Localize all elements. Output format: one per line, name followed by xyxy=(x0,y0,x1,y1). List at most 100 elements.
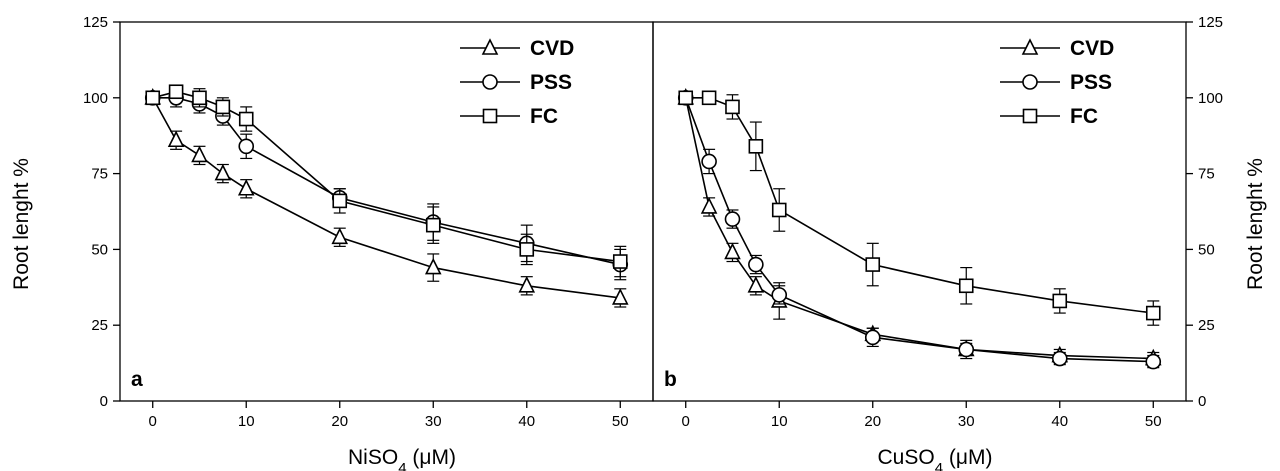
panel-b-series-fc-point xyxy=(771,202,787,218)
panel-a-y-tick-label: 0 xyxy=(100,393,108,410)
panel-b-legend-item-fc: FC xyxy=(1000,105,1098,128)
panel-b-series-pss-point xyxy=(748,256,764,273)
panel-a-y-tick-label: 125 xyxy=(83,14,108,31)
panel-b-y-tick-label: 125 xyxy=(1198,14,1223,31)
panel-a-series-cvd-point xyxy=(518,275,536,293)
panel-b-series-cvd-point xyxy=(724,242,741,260)
panel-a-y-axis-title: Root lenght % xyxy=(10,158,33,290)
panel-a-series-cvd-point xyxy=(191,145,208,163)
panel-b-y-tick-label: 100 xyxy=(1198,90,1223,107)
panel-b-series-pss-point xyxy=(864,329,881,346)
panel-b-y-tick-label: 50 xyxy=(1198,241,1215,258)
panel-b-series-cvd-point xyxy=(700,197,718,214)
panel-a-x-tick-label: 10 xyxy=(238,413,255,430)
panel-b-series-pss-point xyxy=(701,153,717,170)
panel-a-legend-label: CVD xyxy=(530,37,574,60)
panel-b-frame xyxy=(652,21,1187,402)
panel-b-legend-item-pss: PSS xyxy=(1000,71,1112,94)
panel-b-series-pss-point xyxy=(724,211,741,227)
panel-b-series-fc-point xyxy=(678,90,694,106)
panel-a-legend-marker-circle xyxy=(482,74,498,90)
panel-a-x-tick-label: 30 xyxy=(425,413,442,430)
panel-b-x-tick-label: 10 xyxy=(771,413,788,430)
panel-a-series-cvd-point xyxy=(237,178,255,196)
panel-a-letter: a xyxy=(131,368,143,391)
panel-b-y-tick-label: 25 xyxy=(1198,317,1215,334)
panel-a-series-cvd-point xyxy=(424,257,442,275)
panel-a-x-axis-title-unit: (μM) xyxy=(407,446,456,469)
panel-a-legend-item-fc: FC xyxy=(460,105,558,128)
panel-b-y-axis-title: Root lenght % xyxy=(1244,158,1267,290)
panel-a-legend-label: FC xyxy=(530,105,558,128)
panel-b-series-pss-point xyxy=(771,287,788,303)
panel-b-legend-marker-square xyxy=(1022,108,1038,124)
panel-b-series-fc-point xyxy=(958,278,974,294)
panel-b-series-cvd-point xyxy=(747,275,765,293)
panel-a-series-fc-point xyxy=(425,217,441,233)
panel-a-legend-item-pss: PSS xyxy=(460,71,572,94)
panel-a-x-tick-label: 40 xyxy=(518,413,535,430)
panel-b-series-pss-point xyxy=(958,341,975,358)
panel-a-x-axis-title: NiSO4 (μM) xyxy=(348,446,456,471)
panel-a-legend-marker-square xyxy=(482,108,498,124)
panel-b-letter: b xyxy=(664,368,677,391)
panel-b-legend-label: FC xyxy=(1070,105,1098,128)
panel-b-x-axis-title-main: CuSO xyxy=(878,446,935,469)
panel-b-series-fc-point xyxy=(701,90,717,106)
panel-b-x-tick-label: 20 xyxy=(864,413,881,430)
panel-a-x-tick-label: 20 xyxy=(331,413,348,430)
panel-a-series-fc-point xyxy=(238,111,254,127)
panel-b-series-pss xyxy=(677,90,1162,370)
panel-b-y-tick-label: 75 xyxy=(1198,166,1215,183)
panel-a-series-fc-point xyxy=(612,254,628,269)
panel-a-series-fc-point xyxy=(192,90,207,106)
panel-a-legend: CVD PSS FC xyxy=(460,37,574,128)
panel-a-series-fc-point xyxy=(332,193,348,209)
panel-a-series-cvd-point xyxy=(611,288,629,305)
panel-a-x-tick-label: 0 xyxy=(149,413,157,430)
panel-b-series-pss-point xyxy=(1145,353,1162,370)
panel-b-x-tick-label: 30 xyxy=(958,413,975,430)
panel-b-series-fc xyxy=(678,90,1161,326)
panel-a-y-tick-label: 50 xyxy=(91,241,108,258)
panel-b-legend-label: PSS xyxy=(1070,71,1112,94)
panel-a: Root lenght % NiSO4 (μM) a 0 10 20 30 40 50 0 2… xyxy=(10,14,654,471)
panel-b-series-fc-point xyxy=(865,257,881,272)
panel-a-frame xyxy=(119,21,654,402)
panel-b-x-axis-title-sub: 4 xyxy=(935,460,943,471)
panel-b-x-axis-title: CuSO4 (μM) xyxy=(878,446,993,471)
panel-b-series-pss-point xyxy=(1051,350,1068,367)
panel-a-legend-marker-triangle xyxy=(481,38,499,55)
panel-b-legend-label: CVD xyxy=(1070,37,1114,60)
panel-a-x-axis-title-sub: 4 xyxy=(398,460,406,471)
panel-a-series-fc-point xyxy=(215,99,231,115)
panel-b-x-axis-title-unit: (μM) xyxy=(943,446,992,469)
panel-b-x-tick-label: 50 xyxy=(1145,413,1162,430)
panel-b-y-tick-label: 0 xyxy=(1198,393,1206,410)
panel-b: Root lenght % CuSO4 (μM) b 0 10 20 30 40 50 0 2… xyxy=(652,14,1267,471)
panel-b-legend-marker-triangle xyxy=(1021,38,1039,55)
panel-b-series-fc-point xyxy=(725,99,740,115)
panel-a-y-tick-label: 75 xyxy=(91,166,108,183)
panel-a-y-tick-label: 100 xyxy=(83,90,108,107)
panel-a-x-tick-label: 50 xyxy=(612,413,629,430)
panel-b-legend-item-cvd: CVD xyxy=(1000,37,1114,60)
panel-a-legend-label: PSS xyxy=(530,71,572,94)
panel-a-series-cvd-point xyxy=(214,163,232,181)
panel-a-series-pss-point xyxy=(238,138,255,155)
panel-a-series-fc-point xyxy=(168,84,184,100)
panel-b-legend: CVD PSS FC xyxy=(1000,37,1114,128)
panel-a-series-fc xyxy=(145,84,628,278)
panel-a-series-fc-point xyxy=(145,90,161,106)
panel-b-series-fc-point xyxy=(1052,293,1068,309)
panel-b-x-tick-label: 40 xyxy=(1051,413,1068,430)
panel-a-series-cvd-point xyxy=(331,227,349,245)
panel-b-x-tick-label: 0 xyxy=(682,413,690,430)
panel-a-series-cvd-point xyxy=(167,130,185,148)
panel-b-series-fc-point xyxy=(748,139,764,154)
panel-b-legend-marker-circle xyxy=(1022,74,1038,90)
panel-a-series-fc-point xyxy=(519,242,535,257)
panel-b-series-fc-point xyxy=(1145,305,1161,321)
panel-a-y-tick-label: 25 xyxy=(91,317,108,334)
